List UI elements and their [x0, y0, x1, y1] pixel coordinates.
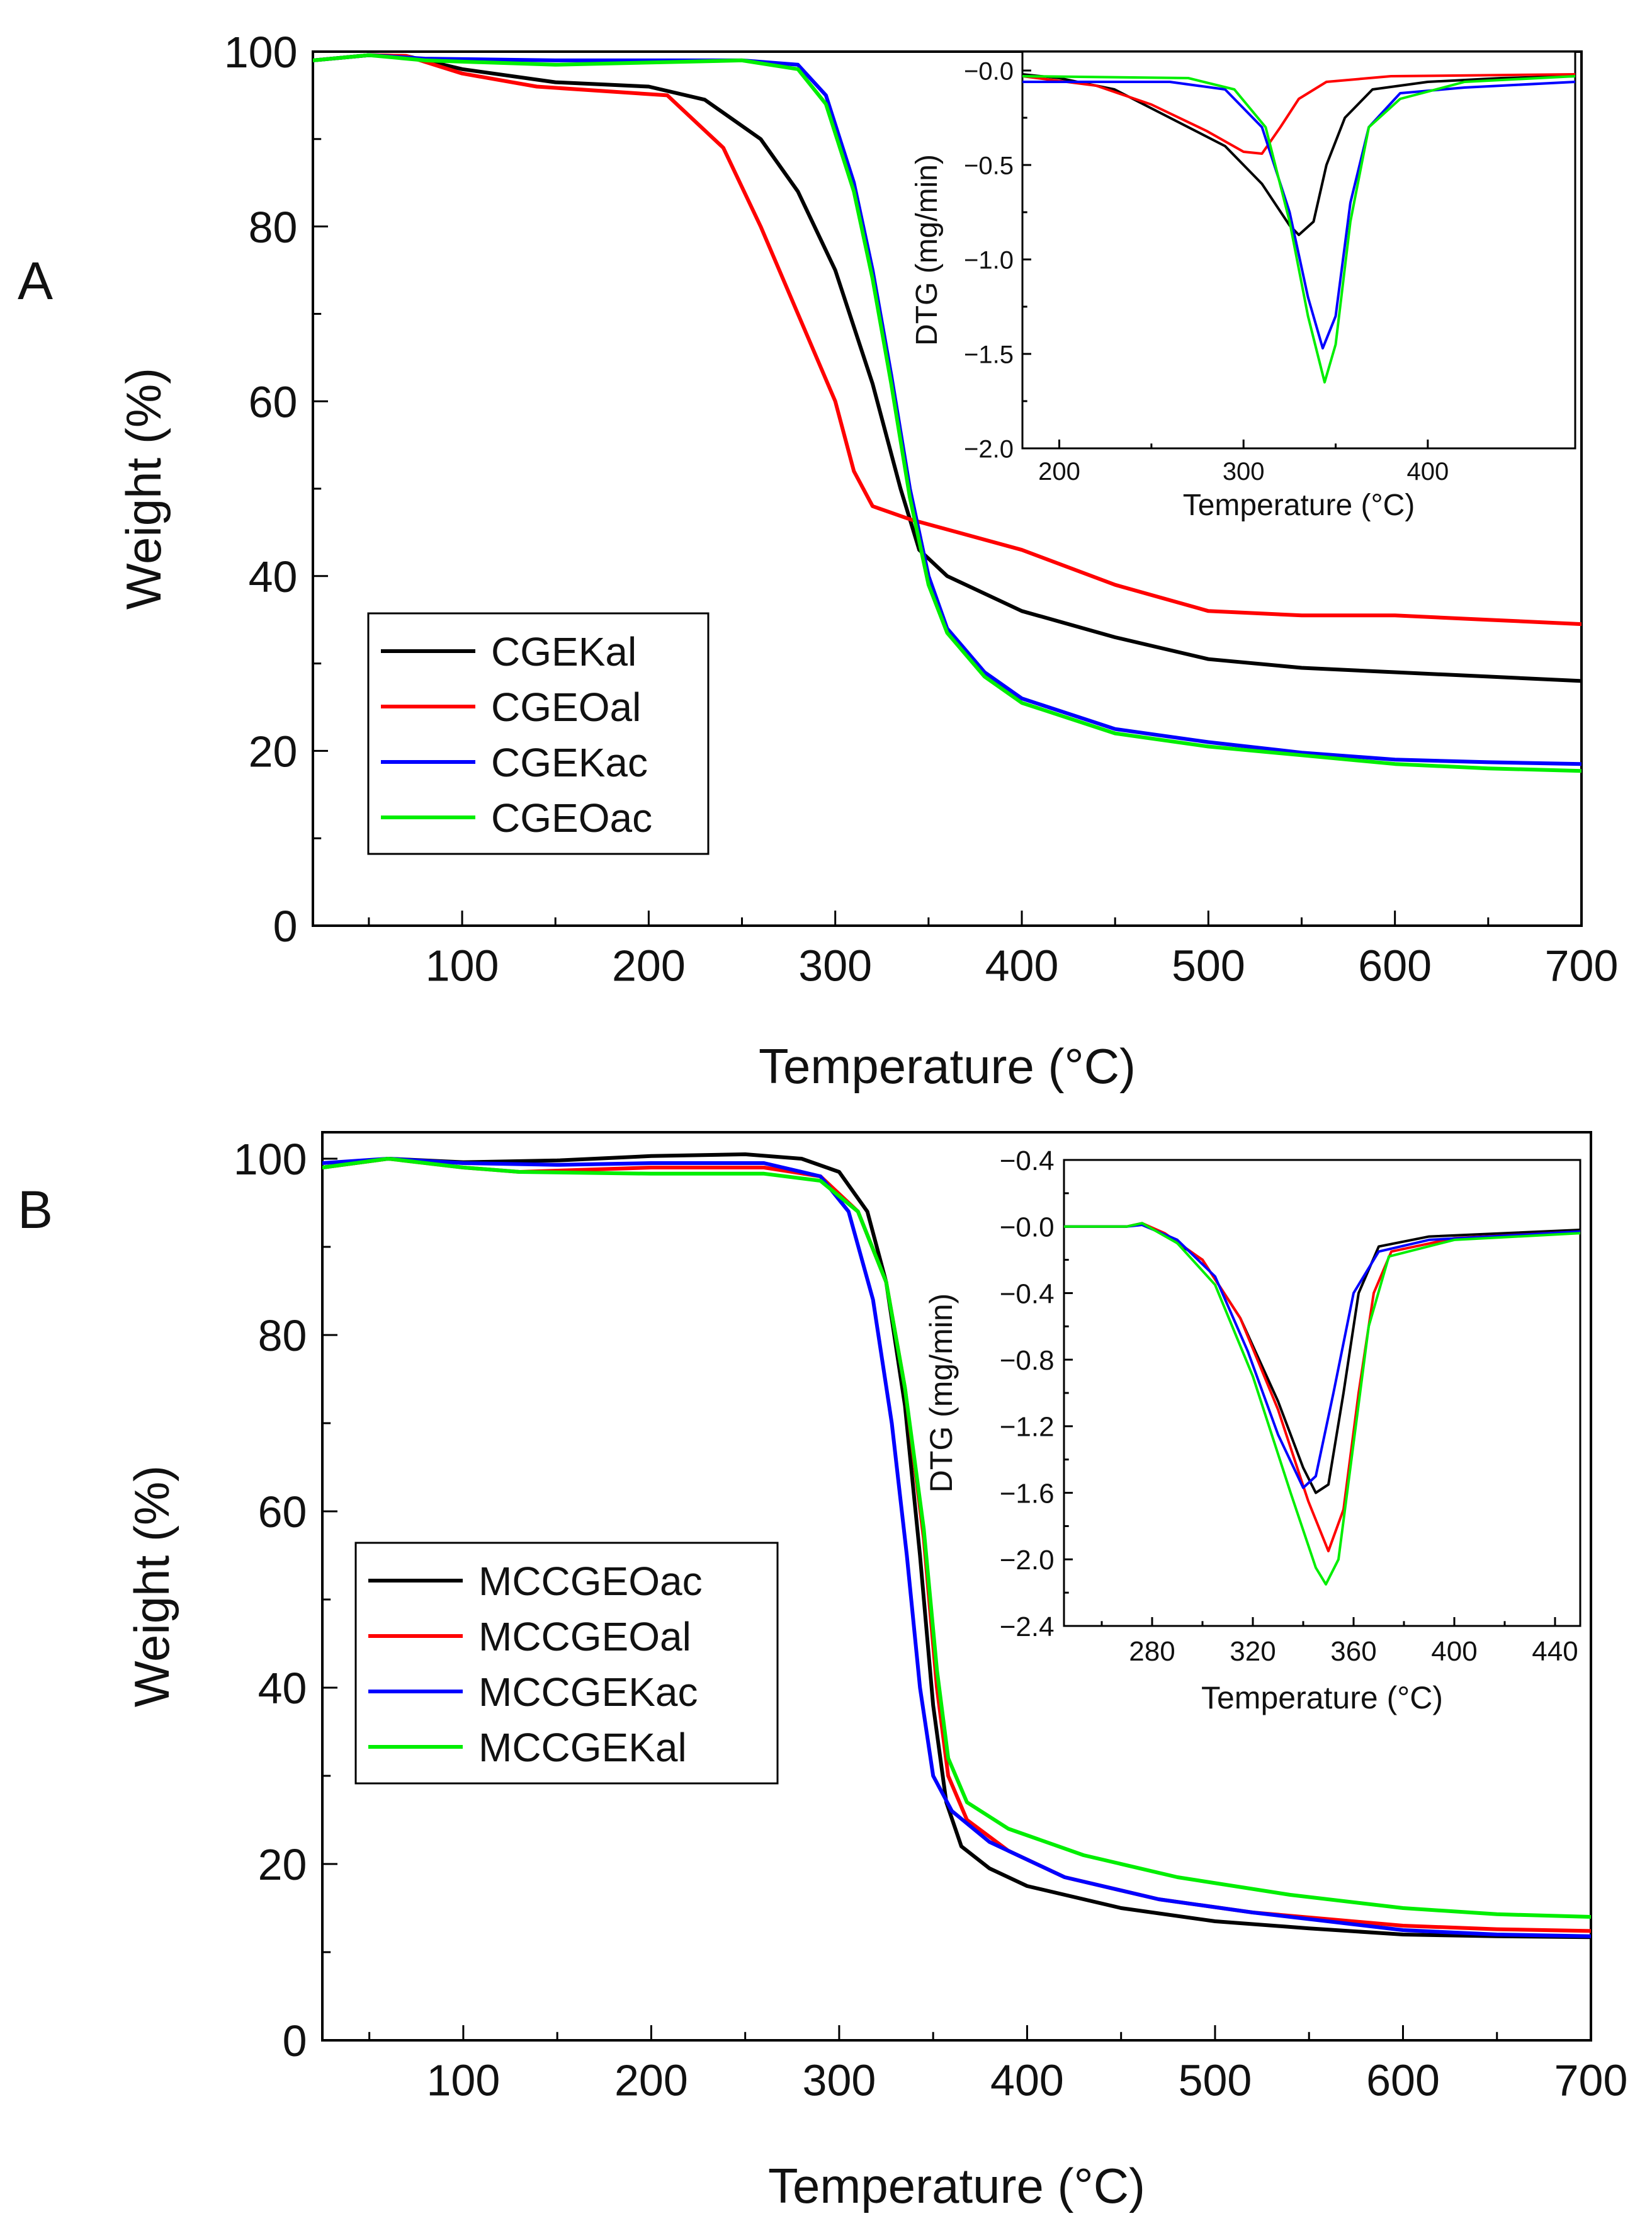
x-tick-label: 200	[612, 941, 686, 991]
y-tick-label: 40	[249, 552, 298, 601]
inset-y-axis-title: DTG (mg/min)	[910, 154, 944, 346]
x-tick-label: 500	[1179, 2056, 1252, 2105]
x-tick-label: 100	[426, 941, 499, 991]
x-tick-label: 400	[990, 2056, 1064, 2105]
y-tick-label: −2.4	[1000, 1611, 1055, 1642]
panel-b: 100 200 300 400 500 600 700 0 20 40 60 80 100 Tempera…	[124, 1131, 1628, 2213]
series-line-mccgekal	[322, 1157, 1591, 1919]
y-tick-label: −0.5	[964, 152, 1014, 179]
legend-label: CGEKal	[491, 629, 636, 674]
series-line-cgekac	[1022, 81, 1575, 349]
inset-frame	[1063, 1159, 1581, 1627]
y-tick-label: −2.0	[1000, 1545, 1055, 1576]
y-tick-label: 40	[258, 1664, 307, 1713]
plots-layer: 100 200 300 400 500 600 700020406080100Tempera…	[116, 28, 1627, 2213]
x-axis-title: Temperature (°C)	[768, 2158, 1145, 2213]
y-tick-label: 80	[258, 1311, 307, 1360]
x-axis-title: Temperature (°C)	[759, 1038, 1136, 1094]
y-tick-label: 60	[249, 377, 298, 426]
y-axis-title: Weight (%)	[124, 1465, 179, 1707]
y-axis-title: Weight (%)	[116, 368, 171, 610]
series-line-mccgeoac	[322, 1152, 1591, 1940]
series-line-cgekal	[313, 53, 1581, 683]
legend-box	[367, 612, 710, 855]
y-tick-label: −0.4	[1000, 1278, 1055, 1309]
series-group	[313, 53, 1581, 773]
y-tick-label: 0	[283, 2016, 307, 2065]
x-tick-label: 300	[1223, 458, 1265, 486]
panel-a: 100 200 300 400 500 600 700 0 20 40 60 80 100 Tempera…	[116, 28, 1618, 1094]
legend-label: CGEOac	[491, 795, 652, 841]
legend-box	[354, 1542, 779, 1785]
x-tick-label: 280	[1129, 1636, 1175, 1667]
y-tick-label: 20	[258, 1840, 307, 1889]
y-tick-label: −1.2	[1000, 1412, 1055, 1443]
x-tick-label: 100	[426, 2056, 500, 2105]
series-line-mccgekal	[1064, 1222, 1580, 1586]
x-tick-label: 400	[1406, 458, 1449, 486]
x-tick-label: 320	[1230, 1636, 1276, 1667]
inset-chart: 200 300 400 −2.0 −1.5 −1.0 −0.5 −0.0 Temperature…	[910, 50, 1576, 522]
y-tick-label: −1.5	[964, 341, 1014, 368]
x-tick-label: 300	[798, 941, 872, 991]
y-tick-label: −0.8	[1000, 1345, 1055, 1376]
legend-label: MCCGEKac	[478, 1669, 698, 1715]
x-tick-label: 200	[614, 2056, 688, 2105]
legend-label: MCCGEOac	[478, 1559, 703, 1604]
series-group	[1022, 73, 1575, 384]
y-tick-label: 0	[273, 902, 298, 951]
x-tick-label: 400	[985, 941, 1059, 991]
x-tick-label: 700	[1554, 2056, 1628, 2105]
inset-chart: 280 320 360 400 440 −2.4 −2.0 −1.6 −1.2 −0.8 −0.4 −…	[924, 1145, 1581, 1715]
x-tick-label: 360	[1330, 1636, 1376, 1667]
inset-x-axis-title: Temperature (°C)	[1201, 1680, 1443, 1715]
inset-y-axis-title: DTG (mg/min)	[924, 1293, 959, 1493]
x-tick-label: 500	[1172, 941, 1245, 991]
legend-label: MCCGEKal	[478, 1725, 687, 1770]
y-tick-label: −2.0	[964, 435, 1014, 463]
y-tick-label: −0.4	[1000, 1145, 1055, 1176]
y-tick-label: −0.0	[964, 57, 1014, 85]
y-tick-label: −1.0	[964, 246, 1014, 274]
series-line-cgeoal	[1022, 73, 1575, 155]
series-group	[1064, 1222, 1580, 1586]
x-tick-label: 600	[1358, 941, 1432, 991]
x-tick-label: 200	[1038, 458, 1080, 486]
series-line-cgeoac	[313, 53, 1581, 773]
y-tick-label: 100	[224, 28, 298, 77]
y-tick-label: 60	[258, 1487, 307, 1537]
series-group	[322, 1152, 1591, 1940]
x-tick-label: 400	[1431, 1636, 1477, 1667]
x-tick-label: 440	[1532, 1636, 1578, 1667]
y-tick-label: 80	[249, 203, 298, 252]
x-tick-label: 300	[803, 2056, 876, 2105]
y-tick-label: −1.6	[1000, 1478, 1055, 1509]
series-line-mccgekac	[322, 1157, 1591, 1938]
x-tick-label: 700	[1545, 941, 1619, 991]
inset-x-axis-title: Temperature (°C)	[1183, 489, 1415, 522]
panel-b-letter: B	[18, 1180, 53, 1239]
series-line-cgeoal	[313, 53, 1581, 627]
y-tick-label: 20	[249, 727, 298, 776]
panel-a-letter: A	[18, 251, 53, 310]
legend-label: MCCGEOal	[478, 1614, 691, 1659]
x-tick-label: 600	[1366, 2056, 1440, 2105]
y-tick-label: −0.0	[1000, 1212, 1055, 1243]
series-line-cgeoac	[1022, 75, 1575, 384]
y-tick-label: 100	[234, 1135, 307, 1184]
legend-label: CGEKac	[491, 740, 648, 785]
legend-label: CGEOal	[491, 685, 641, 730]
